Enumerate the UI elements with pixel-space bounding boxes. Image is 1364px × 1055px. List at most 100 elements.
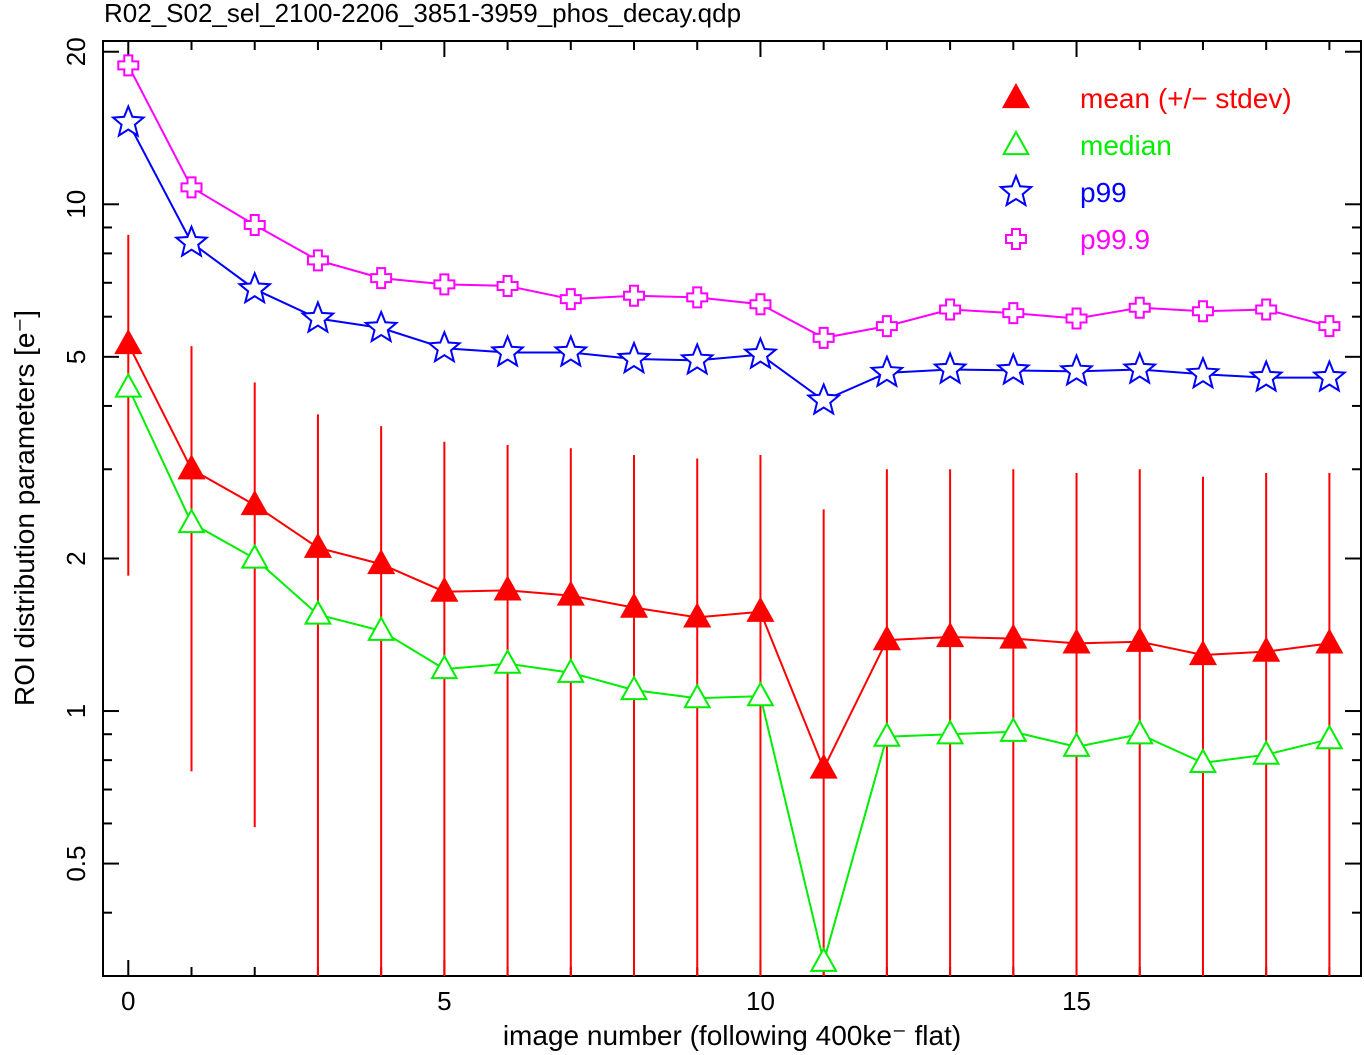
data-point [749,293,772,316]
legend-label: p99.9 [1080,224,1150,255]
data-point [1252,636,1281,662]
data-point [303,599,332,625]
data-point [1185,355,1221,390]
data-point [1002,302,1025,325]
data-point [1255,298,1278,321]
data-point [1252,739,1281,765]
data-point [939,298,962,321]
data-point [243,214,266,237]
data-point [936,621,965,648]
data-point [553,333,589,368]
data-point [300,299,336,334]
data-point [1125,626,1154,652]
series-3 [117,54,1341,349]
data-point [493,575,522,601]
data-point [306,249,329,272]
data-point [686,286,709,309]
data-point [999,623,1028,649]
series-line [127,122,1330,402]
data-point [236,270,273,305]
data-point [1315,724,1344,750]
x-tick-label: 10 [746,986,775,1016]
data-point [872,625,901,651]
data-point [936,719,965,745]
x-axis-label: image number (following 400ke⁻ flat) [503,1020,961,1051]
data-point [995,351,1032,386]
series-0 [114,328,1344,779]
data-point [683,683,712,709]
data-point [367,549,396,575]
x-tick-label: 5 [437,986,451,1016]
data-point [872,721,901,747]
data-point [1188,639,1218,666]
data-point [1311,358,1348,393]
data-point [1058,352,1095,387]
data-point [616,340,652,375]
data-point [426,329,463,364]
series-2 [110,103,1348,416]
data-point [1062,731,1091,757]
series-1 [114,372,1344,972]
data-point [746,596,775,622]
data-point [1065,307,1088,330]
data-point [177,454,206,480]
data-point [496,274,519,297]
data-point [489,333,526,368]
data-point [303,532,332,558]
y-tick-label: 2 [61,551,91,565]
data-point [1191,300,1214,323]
data-point [559,288,582,311]
legend-marker [1001,82,1031,109]
data-point [1128,296,1151,319]
data-point [1062,628,1091,654]
data-point [180,176,203,199]
data-point [999,716,1028,742]
data-point [370,267,393,290]
data-point [556,657,585,683]
y-axis-label: ROI distribution parameters [e⁻] [9,310,40,706]
data-point [805,381,842,416]
x-axis: 0 5 10 15 [121,41,1331,1016]
data-point [240,489,269,516]
data-point [809,753,838,779]
legend: mean (+/− stdev) median p99 p99.9 [998,82,1292,255]
data-point [619,592,649,618]
data-point [809,946,838,972]
series-line [127,343,1330,772]
y-tick-label: 1 [61,704,91,718]
y-tick-label: 10 [61,190,91,219]
legend-marker [998,173,1034,208]
data-point [556,580,585,606]
legend-marker [1005,228,1027,250]
data-point [110,103,147,138]
plot-frame [102,40,1362,977]
data-point [177,507,206,534]
data-point [1315,628,1344,654]
data-point [683,602,712,628]
x-tick-label: 0 [121,986,135,1016]
data-point [433,273,456,296]
data-point [1248,358,1284,393]
data-point [430,576,459,602]
data-point [117,54,140,77]
data-point [1121,350,1158,385]
data-point [173,223,210,258]
data-point [746,681,775,707]
data-point [363,309,399,344]
data-point [430,654,459,680]
data-point [679,341,715,376]
legend-label: mean (+/− stdev) [1080,83,1292,114]
data-point [1318,315,1341,338]
y-axis: 0.5 1 2 5 10 20 [61,37,1361,977]
data-point [367,615,396,641]
legend-marker [1001,129,1031,156]
data-point [932,350,968,385]
data-point [812,326,835,349]
series-layer [110,54,1348,972]
y-tick-label: 5 [61,350,91,364]
data-point [240,543,269,569]
data-point [1188,747,1218,774]
data-point [619,675,649,701]
chart-title: R02_S02_sel_2100-2206_3851-3959_phos_dec… [104,0,741,28]
